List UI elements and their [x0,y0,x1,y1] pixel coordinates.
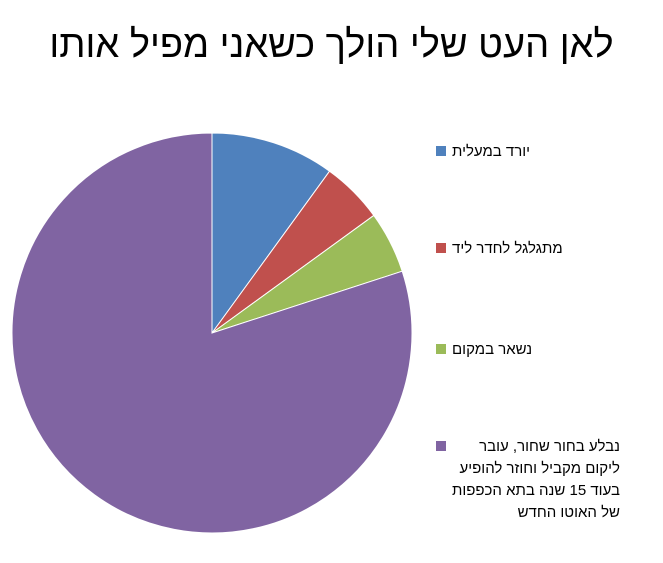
legend-swatch-3 [436,441,446,451]
legend-swatch-2 [436,344,446,354]
legend-item-2: נשאר במקום [436,339,532,361]
legend-item-1: מתגלגל לחדר ליד [436,238,563,260]
pie-slice-3 [11,132,413,534]
legend-label-0: יורד במעלית [452,143,531,160]
legend-swatch-1 [436,243,446,253]
pie-slice-0 [211,132,331,335]
legend-label-2: נשאר במקום [452,341,533,358]
legend-item-0: יורד במעלית [436,141,530,163]
legend-label-3: נבלע בחור שחור, עובר ליקום מקביל וחוזר ל… [452,438,620,521]
legend-item-3: נבלע בחור שחור, עובר ליקום מקביל וחוזר ל… [436,436,620,524]
legend-swatch-0 [436,146,446,156]
legend-label-1: מתגלגל לחדר ליד [452,240,563,257]
chart-title: לאן העט שלי הולך כשאני מפיל אותו [49,24,614,66]
